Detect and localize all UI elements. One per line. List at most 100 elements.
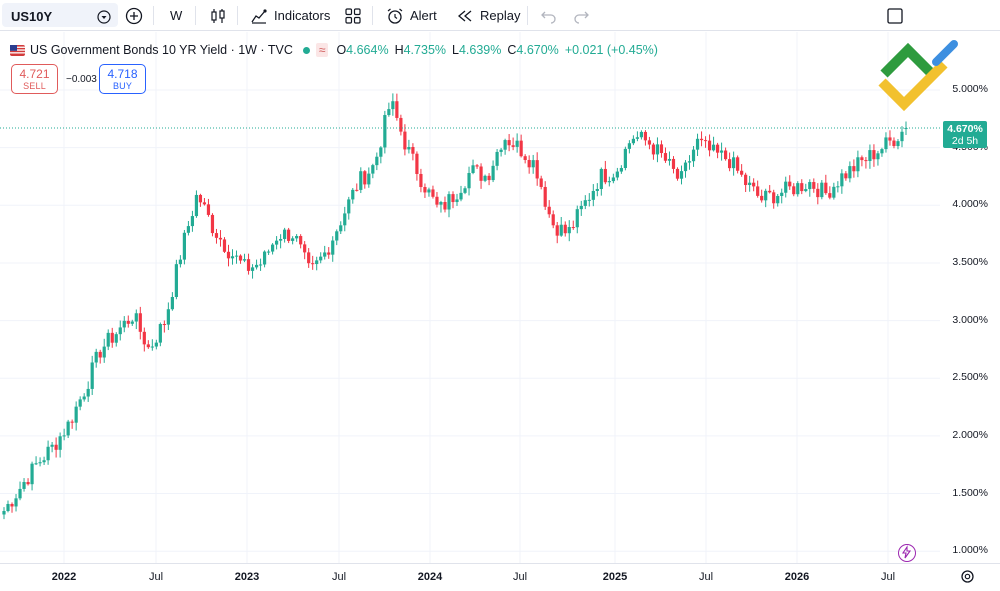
indicators-button[interactable]: Indicators <box>250 0 330 31</box>
candle-body <box>351 189 355 200</box>
indicators-label: Indicators <box>274 8 331 23</box>
toolbar-divider <box>237 6 238 25</box>
candle-body <box>186 226 191 233</box>
candle-body <box>86 388 90 397</box>
symbol-search[interactable]: US10Y <box>2 3 118 27</box>
fullscreen-button[interactable] <box>886 0 904 31</box>
alert-label: Alert <box>410 8 437 23</box>
candle-body <box>154 342 158 347</box>
candle-body <box>703 140 708 142</box>
candle-body <box>379 147 383 157</box>
candle-body <box>6 503 10 512</box>
replay-button[interactable]: Replay <box>456 0 520 31</box>
candle-body <box>627 143 631 149</box>
toolbar-divider <box>527 6 528 25</box>
candle-body <box>736 157 740 171</box>
candle-body <box>10 503 14 507</box>
interval-button[interactable]: W <box>170 0 182 31</box>
candle-body <box>102 346 106 358</box>
candle-body <box>287 229 291 241</box>
candle-body <box>130 321 134 324</box>
time-axis-label: 2026 <box>784 571 810 583</box>
candle-body <box>66 421 70 436</box>
candle-body <box>663 153 668 161</box>
candle-body <box>391 101 395 110</box>
candle-body <box>299 236 303 245</box>
candle-body <box>531 160 535 168</box>
candle-body <box>202 202 207 205</box>
candle-body <box>46 446 50 461</box>
toolbar-divider <box>372 6 373 25</box>
candle-body <box>222 239 227 252</box>
candle-body <box>307 252 311 264</box>
candle-body <box>455 199 459 203</box>
candle-body <box>279 238 283 241</box>
redo-button[interactable] <box>572 0 590 31</box>
data-delay-icon: ≈ <box>315 43 329 57</box>
candle-body <box>888 137 892 141</box>
candle-body <box>190 216 195 227</box>
candle-body <box>275 240 279 245</box>
candle-body <box>904 128 908 130</box>
candle-body <box>563 224 567 234</box>
candle-body <box>523 156 527 160</box>
layouts-button[interactable] <box>344 0 362 31</box>
change-value: +0.021 (+0.45%) <box>564 43 658 57</box>
candle-body <box>295 236 299 239</box>
candle-body <box>343 213 347 226</box>
candle-body <box>744 174 748 186</box>
price-axis-label: 1.000% <box>952 544 988 557</box>
series-title[interactable]: US Government Bonds 10 YR Yield · 1W · T… <box>30 43 293 57</box>
candle-body <box>487 175 491 181</box>
candle-body <box>860 157 864 161</box>
time-axis[interactable]: 2022 Jul 2023 Jul 2024 Jul 2025 Jul 2026 Jul <box>0 563 1000 591</box>
sell-price: 4.721 <box>19 67 50 81</box>
candle-body <box>182 232 186 260</box>
symbol-name: US10Y <box>11 9 53 24</box>
candle-body <box>82 396 86 400</box>
candle-body <box>367 173 371 185</box>
chart-legend: US Government Bonds 10 YR Yield · 1W · T… <box>10 42 658 58</box>
candle-body <box>756 186 760 196</box>
candle-body <box>647 140 652 145</box>
candle-body <box>50 444 54 447</box>
candle-body <box>18 488 22 499</box>
lightning-icon[interactable] <box>898 544 916 562</box>
redo-icon <box>574 11 589 24</box>
candle-body <box>864 160 868 162</box>
candle-body <box>166 309 170 325</box>
candle-body <box>210 214 215 234</box>
candle-body <box>792 186 796 195</box>
gear-icon[interactable] <box>960 569 975 584</box>
candle-body <box>423 187 427 193</box>
candle-body <box>808 182 812 190</box>
compare-button[interactable] <box>125 0 143 31</box>
candle-body <box>375 156 379 166</box>
candle-body <box>804 189 808 192</box>
close-value: 4.670% <box>516 43 559 57</box>
candle-body <box>415 153 419 174</box>
sell-button[interactable]: 4.721 SELL <box>11 64 58 94</box>
candle-body <box>170 296 174 310</box>
candle-body <box>579 205 583 210</box>
candle-body <box>371 165 375 174</box>
candle-body <box>142 331 146 345</box>
candle-body <box>832 186 836 198</box>
candle-body <box>812 182 816 189</box>
chart-type-button[interactable] <box>209 0 227 31</box>
candle-body <box>884 137 888 150</box>
alert-button[interactable]: Alert <box>386 0 437 31</box>
candle-body <box>559 224 563 236</box>
candle-body <box>443 202 447 210</box>
undo-button[interactable] <box>540 0 558 31</box>
candle-body <box>655 144 660 155</box>
candle-body <box>515 140 519 147</box>
market-status-dot <box>302 46 310 54</box>
candle-body <box>675 168 680 179</box>
price-chart[interactable] <box>0 32 1000 563</box>
symbol-info-icon[interactable] <box>97 10 111 24</box>
buy-button[interactable]: 4.718 BUY <box>99 64 146 94</box>
candle-body <box>876 153 880 160</box>
candle-body <box>98 351 102 358</box>
candle-body <box>555 225 559 236</box>
